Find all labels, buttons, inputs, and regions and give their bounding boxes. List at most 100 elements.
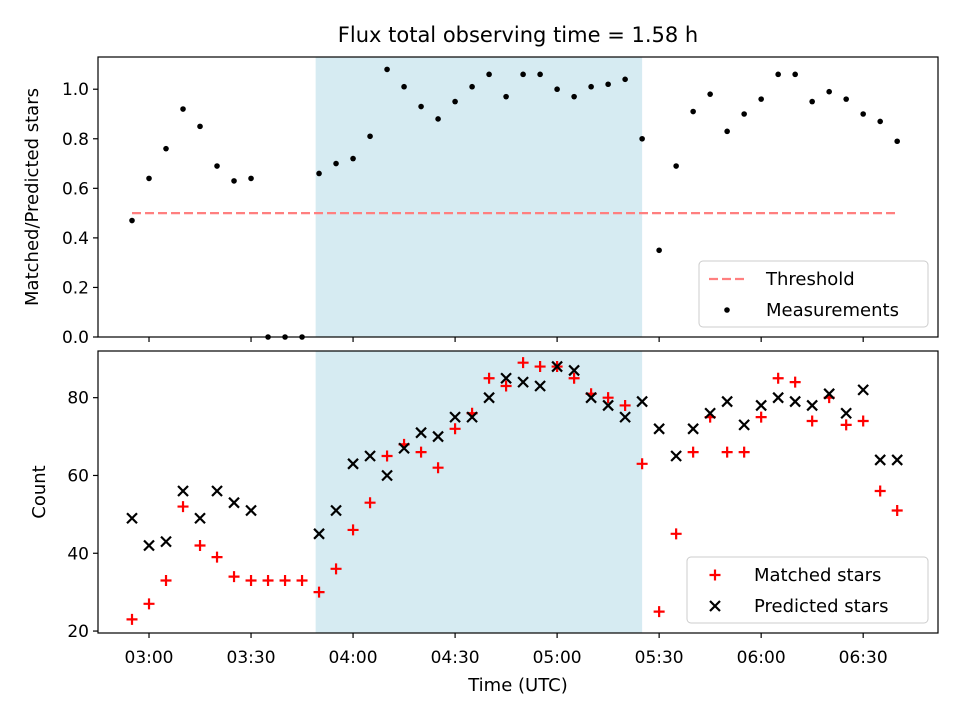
- y-axis-label: Count: [29, 465, 50, 518]
- matched-stars-point: [840, 419, 852, 431]
- matched-stars-point: [806, 415, 818, 427]
- predicted-stars-point: [228, 496, 240, 509]
- axes-frame: [97, 56, 939, 338]
- measurement-point: [180, 106, 186, 112]
- legend-label: Measurements: [766, 300, 899, 321]
- predicted-stars-point: [160, 535, 172, 548]
- measurement-point: [809, 98, 815, 105]
- matched-stars-point: [738, 446, 750, 458]
- measurement-point: [537, 71, 543, 78]
- predicted-stars-point: [738, 419, 750, 431]
- predicted-stars-point: [602, 399, 614, 412]
- measurement-point: [877, 118, 883, 125]
- y-tick-label: 40: [67, 544, 89, 564]
- x-axis-label: Time (UTC): [467, 675, 568, 696]
- measurement-point: [418, 103, 424, 110]
- matched-stars-point: [755, 411, 767, 423]
- matched-stars-point: [126, 613, 138, 625]
- predicted-stars-point: [381, 469, 393, 482]
- x-tick-label: 03:30: [227, 648, 276, 668]
- matched-stars-point: [143, 598, 155, 610]
- axes-frame: [97, 350, 939, 634]
- measurement-point: [843, 96, 849, 102]
- x-tick-label: 06:00: [737, 648, 786, 668]
- legend-measurements-swatch: [724, 307, 730, 313]
- predicted-stars-point: [755, 399, 767, 412]
- predicted-stars-point: [211, 485, 223, 497]
- measurement-point: [129, 217, 135, 224]
- measurement-point: [826, 88, 832, 95]
- predicted-stars-point: [789, 395, 801, 408]
- measurement-point: [571, 93, 577, 100]
- matched-stars-point: [177, 501, 189, 513]
- x-tick-label: 04:00: [329, 648, 378, 668]
- matched-stars-point: [517, 357, 529, 369]
- y-tick-label: 0.8: [62, 130, 89, 150]
- matched-stars-point: [874, 485, 886, 497]
- matched-stars-point: [262, 574, 274, 586]
- legend-label: Predicted stars: [754, 596, 888, 617]
- predicted-stars-point: [483, 391, 495, 404]
- measurement-point: [231, 178, 237, 184]
- matched-stars-point: [891, 504, 903, 516]
- measurement-point: [758, 96, 764, 102]
- predicted-stars-point: [772, 391, 784, 404]
- predicted-stars-point: [636, 395, 648, 408]
- legend-box: [698, 260, 929, 328]
- series-predicted-stars: [126, 360, 903, 552]
- matched-stars-point: [279, 574, 291, 586]
- matched-stars-point: [772, 372, 784, 384]
- predicted-stars-point: [466, 411, 478, 423]
- matched-stars-point: [313, 586, 325, 598]
- matched-stars-point: [296, 574, 308, 586]
- predicted-stars-point: [823, 388, 835, 400]
- predicted-stars-point: [330, 504, 342, 517]
- measurement-point: [656, 247, 662, 254]
- predicted-stars-point: [313, 528, 325, 540]
- measurement-point: [486, 71, 492, 78]
- measurement-point: [622, 76, 628, 83]
- predicted-stars-point: [619, 411, 631, 423]
- predicted-stars-point: [347, 458, 359, 470]
- y-axis-label: Matched/Predicted stars: [22, 88, 43, 306]
- legend-predicted-swatch: [709, 600, 721, 612]
- measurement-point: [741, 111, 747, 117]
- matched-stars-point: [160, 574, 172, 586]
- matched-stars-point: [483, 372, 495, 384]
- predicted-stars-point: [687, 423, 699, 435]
- measurement-point: [792, 71, 798, 78]
- predicted-stars-point: [500, 372, 512, 385]
- matched-stars-point: [687, 446, 699, 458]
- measurement-point: [639, 135, 645, 142]
- bottom-panel: 20 40 60 80 Count 03:00 03:30 04:00 04:30 05:00 05…: [29, 350, 939, 668]
- measurement-point: [469, 83, 475, 90]
- predicted-stars-point: [534, 380, 546, 392]
- measurement-point: [435, 116, 441, 122]
- measurement-point: [248, 175, 254, 182]
- figure-title: Flux total observing time = 1.58 h: [338, 23, 698, 47]
- measurement-point: [554, 86, 560, 93]
- measurement-point: [367, 133, 373, 140]
- matched-stars-point: [789, 376, 801, 388]
- matched-stars-point: [194, 539, 206, 551]
- legend-box: [686, 556, 929, 624]
- measurement-point: [503, 93, 509, 100]
- predicted-stars-point: [653, 423, 665, 435]
- y-tick-label: 1.0: [62, 80, 89, 100]
- measurement-point: [333, 160, 339, 167]
- predicted-stars-point: [551, 360, 563, 373]
- measurement-point: [894, 138, 900, 145]
- predicted-stars-point: [398, 442, 410, 455]
- measurement-point: [707, 91, 713, 97]
- predicted-stars-point: [517, 376, 529, 388]
- measurement-point: [860, 111, 866, 117]
- matched-stars-point: [653, 606, 665, 618]
- y-tick-label: 0.2: [62, 278, 89, 298]
- measurement-point: [520, 71, 526, 78]
- measurement-point: [384, 66, 390, 73]
- predicted-stars-point: [670, 450, 682, 462]
- matched-stars-point: [245, 574, 257, 586]
- measurement-point: [775, 71, 781, 78]
- observing-interval-shade: [315, 57, 643, 337]
- y-tick-label: 80: [67, 389, 89, 409]
